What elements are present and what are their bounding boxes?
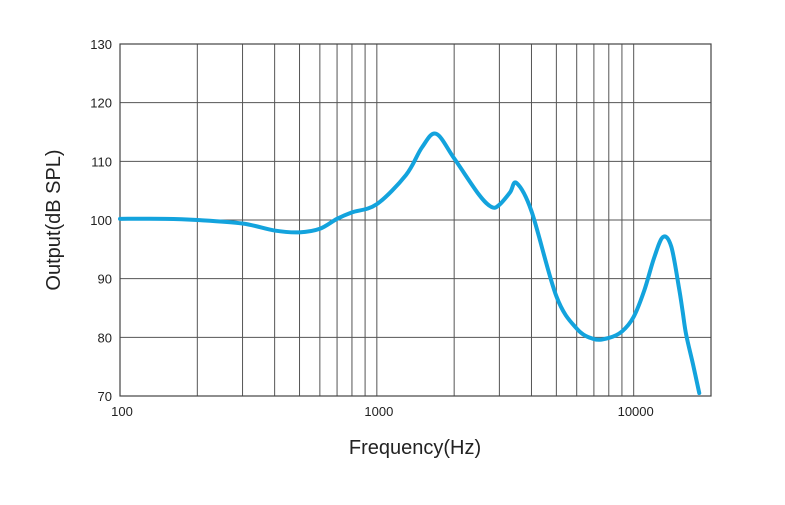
y-tick-label-5: 120: [90, 96, 112, 111]
x-tick-labels: 100 1000 10000: [111, 404, 654, 419]
x-tick-label-2: 10000: [618, 404, 654, 419]
y-tick-label-6: 130: [90, 37, 112, 52]
series-layer: [118, 131, 702, 396]
series-line-0: [118, 131, 702, 396]
y-tick-label-3: 100: [90, 213, 112, 228]
y-tick-label-4: 110: [91, 154, 112, 169]
y-tick-label-1: 80: [98, 330, 112, 345]
y-tick-label-2: 90: [98, 272, 112, 287]
x-tick-label-1: 1000: [364, 404, 393, 419]
grid-lines: [120, 44, 711, 396]
x-axis-title: Frequency(Hz): [349, 437, 481, 459]
y-tick-label-0: 70: [98, 389, 112, 404]
y-axis-title: Output(dB SPL): [43, 149, 65, 290]
x-tick-label-0: 100: [111, 404, 133, 419]
y-tick-labels: 70 80 90 100 110 120 130: [90, 37, 112, 404]
